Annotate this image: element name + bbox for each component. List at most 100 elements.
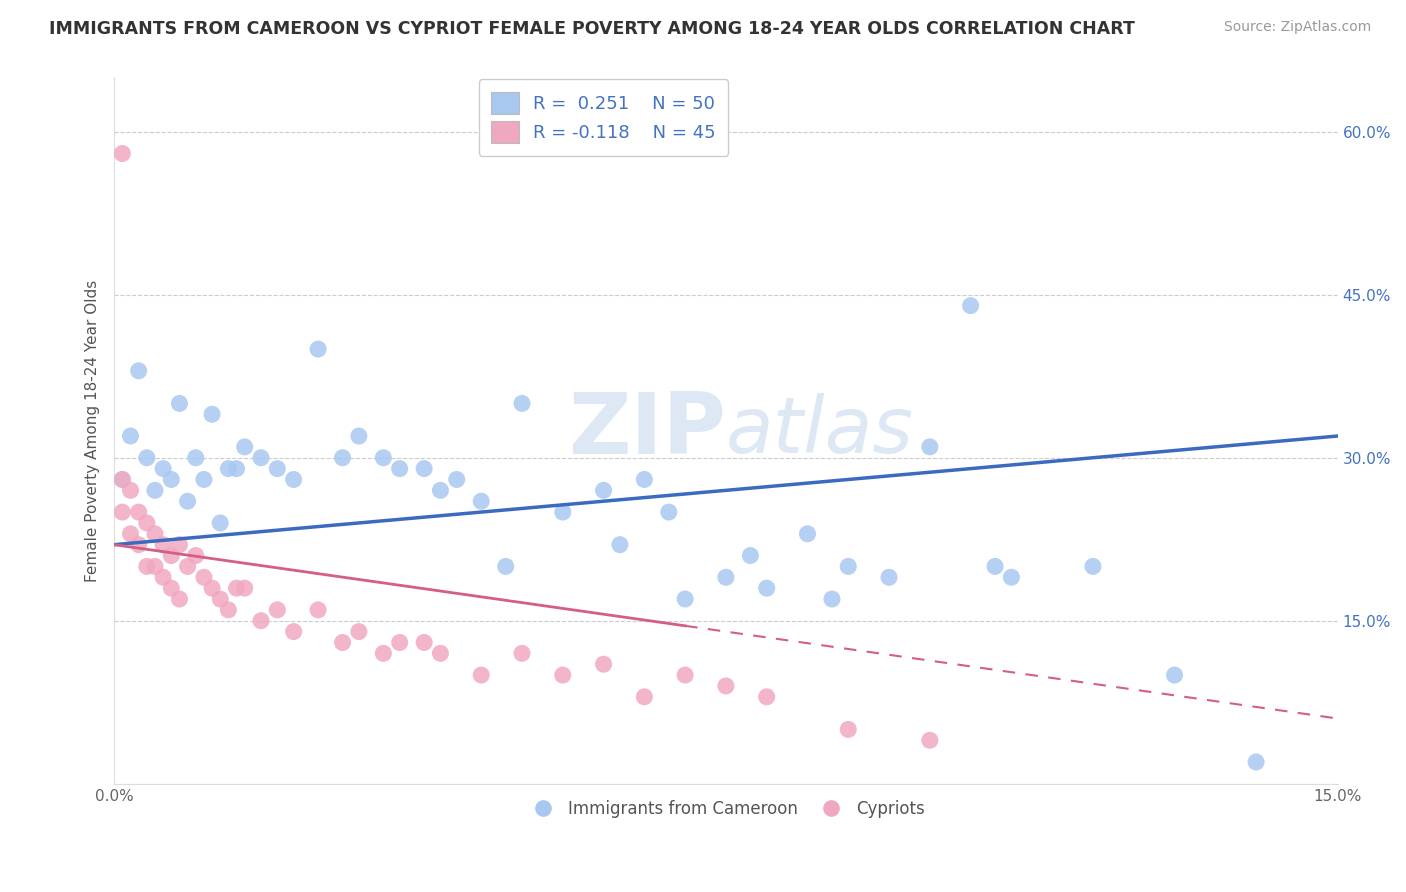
Point	[373, 646, 395, 660]
Point	[209, 592, 232, 607]
Point	[152, 538, 174, 552]
Point	[796, 526, 818, 541]
Point	[633, 473, 655, 487]
Point	[1081, 559, 1104, 574]
Point	[250, 614, 273, 628]
Point	[111, 146, 134, 161]
Text: atlas: atlas	[725, 392, 914, 468]
Point	[429, 483, 451, 498]
Point	[135, 559, 157, 574]
Point	[307, 342, 329, 356]
Point	[201, 407, 224, 421]
Point	[429, 646, 451, 660]
Point	[551, 668, 574, 682]
Point	[160, 581, 183, 595]
Point	[169, 396, 191, 410]
Point	[755, 690, 778, 704]
Point	[470, 494, 492, 508]
Point	[592, 483, 614, 498]
Point	[740, 549, 762, 563]
Point	[193, 570, 215, 584]
Point	[176, 494, 198, 508]
Point	[176, 559, 198, 574]
Point	[918, 733, 941, 747]
Point	[332, 450, 354, 465]
Point	[633, 690, 655, 704]
Point	[143, 483, 166, 498]
Point	[510, 646, 533, 660]
Point	[347, 624, 370, 639]
Point	[128, 538, 150, 552]
Point	[193, 473, 215, 487]
Point	[201, 581, 224, 595]
Text: ZIP: ZIP	[568, 389, 725, 472]
Point	[307, 603, 329, 617]
Point	[673, 668, 696, 682]
Point	[120, 483, 142, 498]
Point	[111, 473, 134, 487]
Point	[283, 473, 305, 487]
Point	[135, 450, 157, 465]
Point	[388, 635, 411, 649]
Point	[510, 396, 533, 410]
Point	[658, 505, 681, 519]
Point	[169, 592, 191, 607]
Point	[821, 592, 844, 607]
Point	[283, 624, 305, 639]
Point	[152, 461, 174, 475]
Point	[1000, 570, 1022, 584]
Point	[609, 538, 631, 552]
Point	[877, 570, 900, 584]
Point	[837, 723, 859, 737]
Point	[266, 461, 288, 475]
Point	[1244, 755, 1267, 769]
Point	[347, 429, 370, 443]
Point	[592, 657, 614, 672]
Legend: Immigrants from Cameroon, Cypriots: Immigrants from Cameroon, Cypriots	[520, 794, 932, 825]
Point	[233, 581, 256, 595]
Point	[755, 581, 778, 595]
Point	[446, 473, 468, 487]
Point	[918, 440, 941, 454]
Point	[1163, 668, 1185, 682]
Point	[128, 505, 150, 519]
Point	[673, 592, 696, 607]
Point	[184, 450, 207, 465]
Point	[233, 440, 256, 454]
Point	[984, 559, 1007, 574]
Point	[217, 603, 239, 617]
Point	[160, 549, 183, 563]
Point	[120, 429, 142, 443]
Point	[111, 473, 134, 487]
Point	[551, 505, 574, 519]
Point	[128, 364, 150, 378]
Point	[714, 679, 737, 693]
Text: IMMIGRANTS FROM CAMEROON VS CYPRIOT FEMALE POVERTY AMONG 18-24 YEAR OLDS CORRELA: IMMIGRANTS FROM CAMEROON VS CYPRIOT FEMA…	[49, 20, 1135, 37]
Point	[225, 581, 247, 595]
Point	[120, 526, 142, 541]
Point	[209, 516, 232, 530]
Point	[217, 461, 239, 475]
Point	[225, 461, 247, 475]
Point	[169, 538, 191, 552]
Point	[332, 635, 354, 649]
Point	[413, 635, 436, 649]
Point	[250, 450, 273, 465]
Point	[135, 516, 157, 530]
Point	[160, 473, 183, 487]
Point	[959, 299, 981, 313]
Point	[714, 570, 737, 584]
Point	[152, 570, 174, 584]
Point	[143, 559, 166, 574]
Point	[470, 668, 492, 682]
Point	[143, 526, 166, 541]
Y-axis label: Female Poverty Among 18-24 Year Olds: Female Poverty Among 18-24 Year Olds	[86, 279, 100, 582]
Point	[495, 559, 517, 574]
Point	[266, 603, 288, 617]
Point	[184, 549, 207, 563]
Point	[373, 450, 395, 465]
Point	[837, 559, 859, 574]
Point	[111, 505, 134, 519]
Point	[388, 461, 411, 475]
Text: Source: ZipAtlas.com: Source: ZipAtlas.com	[1223, 20, 1371, 34]
